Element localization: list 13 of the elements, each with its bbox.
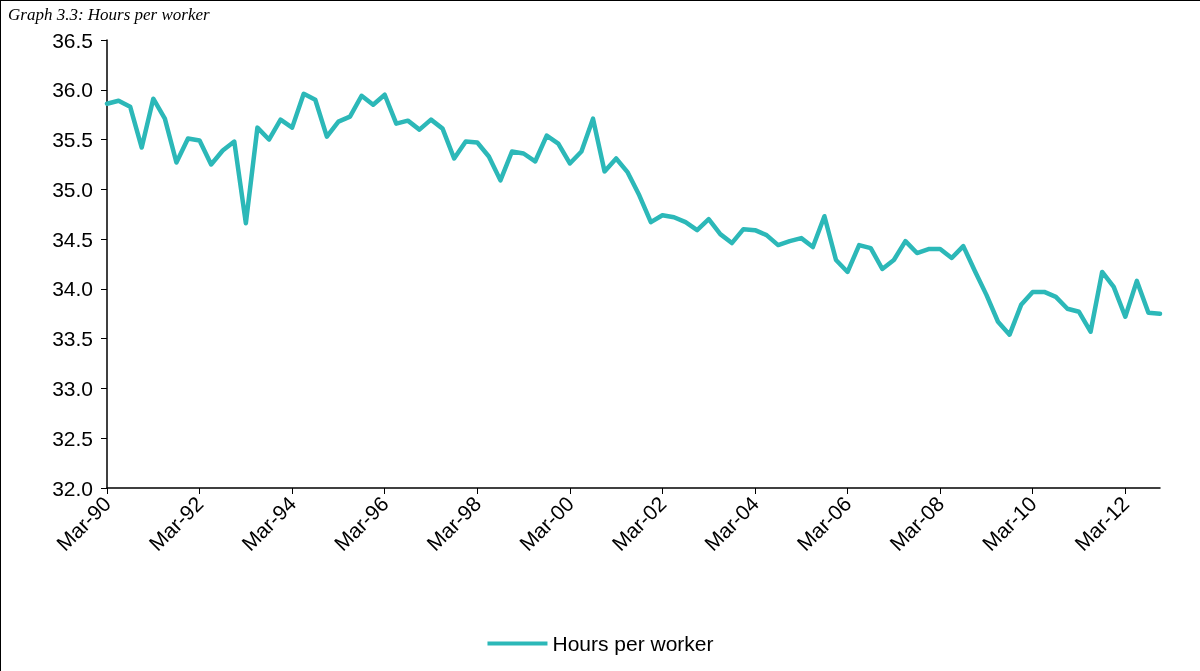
- y-tick-label: 36.0: [52, 78, 93, 102]
- y-tick-label: 33.0: [52, 376, 93, 400]
- legend-label: Hours per worker: [552, 632, 714, 655]
- y-tick-label: 32.0: [52, 476, 93, 500]
- line-series: [104, 91, 1163, 337]
- y-tick-label: 33.5: [52, 327, 93, 351]
- y-tick-label: 34.5: [52, 227, 93, 251]
- y-tick-label: 32.5: [52, 426, 93, 450]
- y-tick-label: 36.5: [52, 28, 93, 52]
- y-tick-label: 35.5: [52, 128, 93, 152]
- chart-title: Graph 3.3: Hours per worker: [8, 5, 211, 24]
- y-tick-label: 34.0: [52, 277, 93, 301]
- y-tick-label: 35.0: [52, 177, 93, 201]
